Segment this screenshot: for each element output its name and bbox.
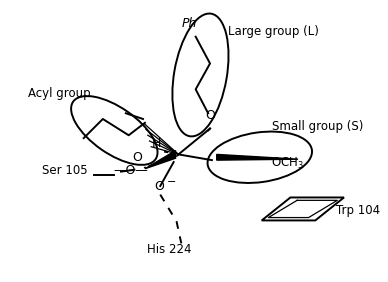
- Text: O: O: [132, 151, 142, 164]
- Text: Acyl group: Acyl group: [28, 87, 91, 100]
- Text: Ser 105: Ser 105: [42, 164, 87, 177]
- Text: OCH$_3$: OCH$_3$: [271, 156, 304, 171]
- Text: −: −: [167, 177, 176, 187]
- Text: H: H: [152, 137, 161, 150]
- Text: Large group (L): Large group (L): [228, 25, 319, 38]
- Text: Small group (S): Small group (S): [272, 120, 364, 133]
- Text: His 224: His 224: [147, 243, 191, 256]
- Text: Trp 104: Trp 104: [336, 204, 381, 217]
- Polygon shape: [145, 151, 175, 169]
- Polygon shape: [217, 155, 298, 160]
- Text: Ph: Ph: [181, 17, 197, 30]
- Text: O: O: [154, 180, 165, 193]
- Polygon shape: [262, 197, 344, 221]
- Text: —O—: —O—: [113, 164, 148, 177]
- Text: O: O: [205, 109, 215, 122]
